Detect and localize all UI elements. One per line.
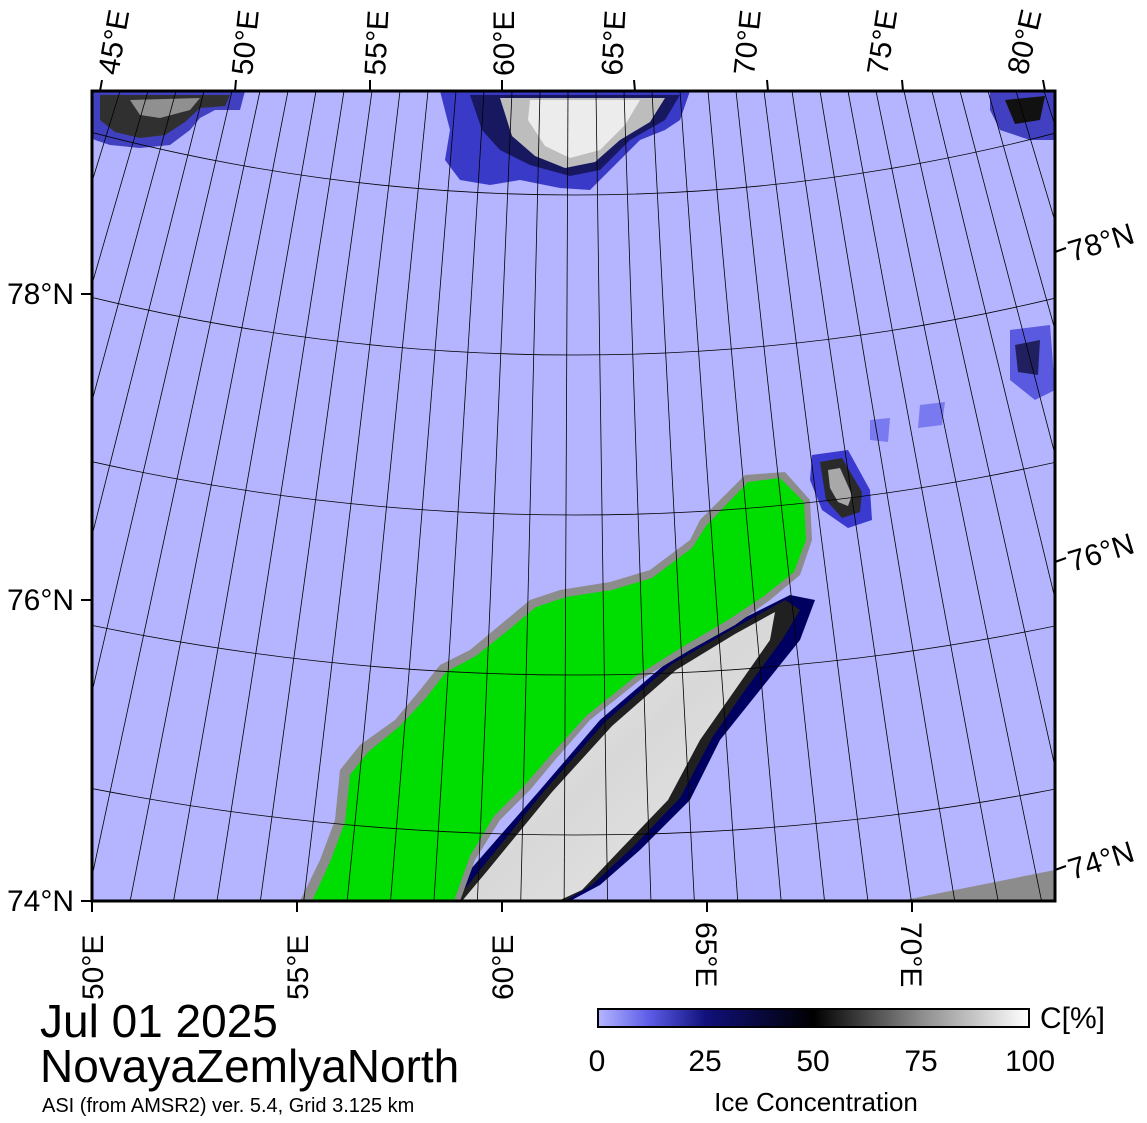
colorbar-tick: 0 (588, 1045, 606, 1078)
colorbar-unit: C[%] (1040, 1002, 1106, 1035)
colorbar-tick: 25 (688, 1045, 722, 1078)
map-date: Jul 01 2025 (40, 995, 278, 1047)
franz-josef-land-ice (92, 91, 1055, 442)
region-name: NovayaZemlyaNorth (40, 1040, 460, 1092)
top-lon-label: 45°E (92, 7, 136, 77)
right-latitude-labels: 78°N 76°N 74°N (1064, 218, 1138, 887)
axis-ticks (81, 79, 1067, 912)
left-latitude-labels: 78°N 76°N 74°N (7, 278, 74, 918)
bottom-longitude-labels: 50°E 55°E 60°E 65°E 70°E (77, 922, 927, 1000)
colorbar-tick: 100 (1004, 1045, 1056, 1078)
kara-sea-ice (450, 595, 815, 901)
bottom-lon-label: 50°E (77, 935, 110, 1000)
left-lat-label: 76°N (7, 584, 74, 617)
top-lon-label: 70°E (728, 8, 768, 76)
ice-concentration-colorbar (597, 1008, 1030, 1028)
right-lat-label: 78°N (1064, 218, 1138, 269)
bottom-lon-label: 60°E (487, 935, 520, 1000)
top-lon-label: 65°E (596, 9, 632, 76)
product-description: ASI (from AMSR2) ver. 5.4, Grid 3.125 km (42, 1095, 415, 1117)
colorbar-title: Ice Concentration (714, 1087, 918, 1117)
top-lon-label: 55°E (359, 9, 395, 76)
mainland-land (900, 870, 1055, 901)
colorbar-tick: 75 (904, 1045, 938, 1078)
graticule (92, 91, 1055, 901)
novaya-zemlya-land (300, 472, 812, 901)
top-lon-label: 75°E (861, 7, 904, 77)
top-lon-label: 80°E (1002, 6, 1049, 77)
left-lat-label: 78°N (7, 278, 74, 311)
bottom-lon-label: 55°E (282, 935, 315, 1000)
colorbar-tick: 50 (796, 1045, 830, 1078)
right-lat-label: 76°N (1064, 528, 1138, 579)
top-lon-label: 60°E (488, 11, 521, 76)
left-lat-label: 74°N (7, 885, 74, 918)
top-lon-label: 50°E (226, 8, 266, 76)
bottom-lon-label: 70°E (894, 922, 927, 987)
island-ice (810, 450, 872, 528)
bottom-lon-label: 65°E (689, 922, 722, 987)
right-lat-label: 74°N (1064, 836, 1138, 887)
top-longitude-labels: 45°E 50°E 55°E 60°E 65°E 70°E 75°E 80°E (92, 6, 1048, 77)
map-frame (90, 89, 1057, 903)
